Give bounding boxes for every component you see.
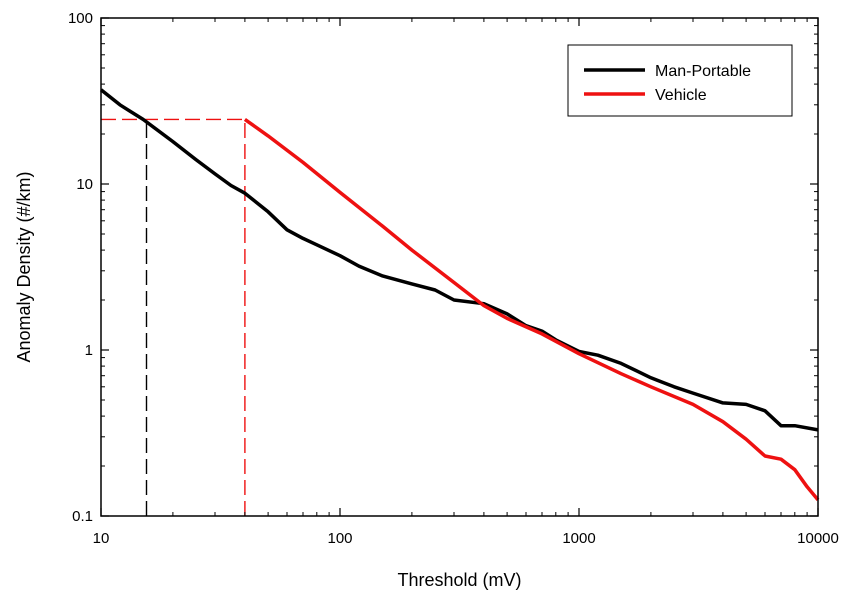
- legend-label-man-portable: Man-Portable: [655, 63, 751, 80]
- y-tick-label: 10: [76, 176, 93, 193]
- legend-label-vehicle: Vehicle: [655, 87, 707, 104]
- x-axis-label: Threshold (mV): [397, 570, 521, 590]
- y-tick-label: 1: [85, 342, 93, 359]
- x-tick-label: 10000: [797, 530, 839, 547]
- series-line-man-portable: [99, 88, 819, 432]
- legend-box: [567, 44, 793, 117]
- x-tick-label: 10: [93, 530, 110, 547]
- legend: Man-Portable Vehicle: [567, 44, 793, 117]
- x-tick-label: 100: [327, 530, 352, 547]
- series-line-vehicle: [243, 117, 820, 502]
- x-tick-label: 1000: [562, 530, 595, 547]
- plot-frame: [100, 17, 819, 517]
- y-axis: 0.1 1 10 100: [68, 10, 818, 525]
- y-tick-label: 100: [68, 10, 93, 27]
- plot-marks: [99, 88, 820, 516]
- x-axis: 10 100 1000 10000: [93, 18, 839, 547]
- y-tick-label: 0.1: [72, 508, 93, 525]
- y-axis-label: Anomaly Density (#/km): [14, 171, 34, 362]
